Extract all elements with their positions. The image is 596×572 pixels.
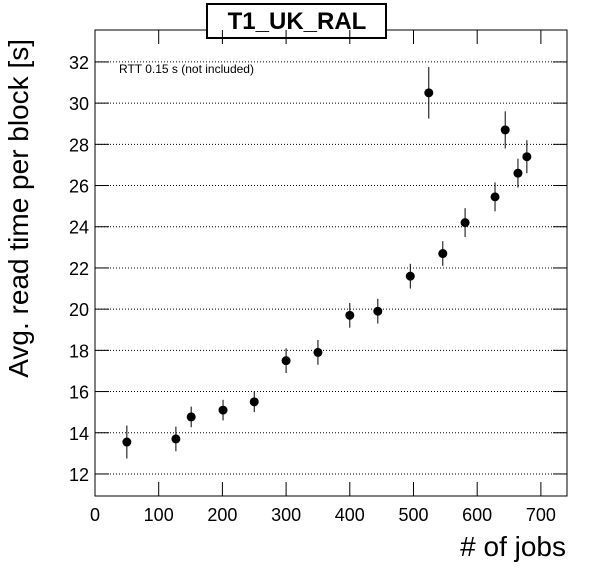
- data-point: [522, 152, 532, 162]
- y-tick-label: 26: [69, 177, 89, 197]
- x-tick-label: 100: [144, 505, 174, 525]
- y-tick-label: 30: [69, 94, 89, 114]
- data-point: [218, 405, 228, 415]
- x-tick-label: 0: [90, 505, 100, 525]
- data-point: [345, 310, 355, 320]
- data-point: [171, 434, 181, 444]
- x-tick-label: 400: [335, 505, 365, 525]
- y-tick-label: 32: [69, 53, 89, 73]
- data-point: [500, 125, 510, 135]
- y-axis-label: Avg. read time per block [s]: [3, 39, 34, 378]
- data-point: [249, 397, 259, 407]
- y-tick-label: 28: [69, 135, 89, 155]
- data-point: [438, 249, 448, 259]
- data-point: [313, 347, 323, 357]
- data-point: [281, 356, 291, 366]
- x-tick-label: 600: [462, 505, 492, 525]
- data-point: [373, 306, 383, 316]
- data-point: [490, 192, 500, 202]
- data-point: [405, 271, 415, 281]
- x-axis-label: # of jobs: [460, 531, 566, 562]
- data-point: [424, 88, 434, 98]
- y-tick-label: 16: [69, 383, 89, 403]
- plot-frame: [94, 29, 568, 497]
- y-tick-label: 18: [69, 341, 89, 361]
- chart-title: T1_UK_RAL: [228, 8, 367, 35]
- title-box: [206, 3, 387, 39]
- data-point: [186, 412, 196, 422]
- data-point: [513, 168, 523, 178]
- data-point: [122, 437, 132, 447]
- y-tick-label: 24: [69, 218, 89, 238]
- x-tick-label: 200: [207, 505, 237, 525]
- y-tick-label: 12: [69, 465, 89, 485]
- data-point: [460, 218, 470, 228]
- y-tick-label: 22: [69, 259, 89, 279]
- x-tick-label: 700: [526, 505, 556, 525]
- y-tick-label: 14: [69, 424, 89, 444]
- annotation: RTT 0.15 s (not included): [119, 62, 254, 76]
- y-tick-label: 20: [69, 300, 89, 320]
- x-tick-label: 500: [398, 505, 428, 525]
- x-tick-label: 300: [271, 505, 301, 525]
